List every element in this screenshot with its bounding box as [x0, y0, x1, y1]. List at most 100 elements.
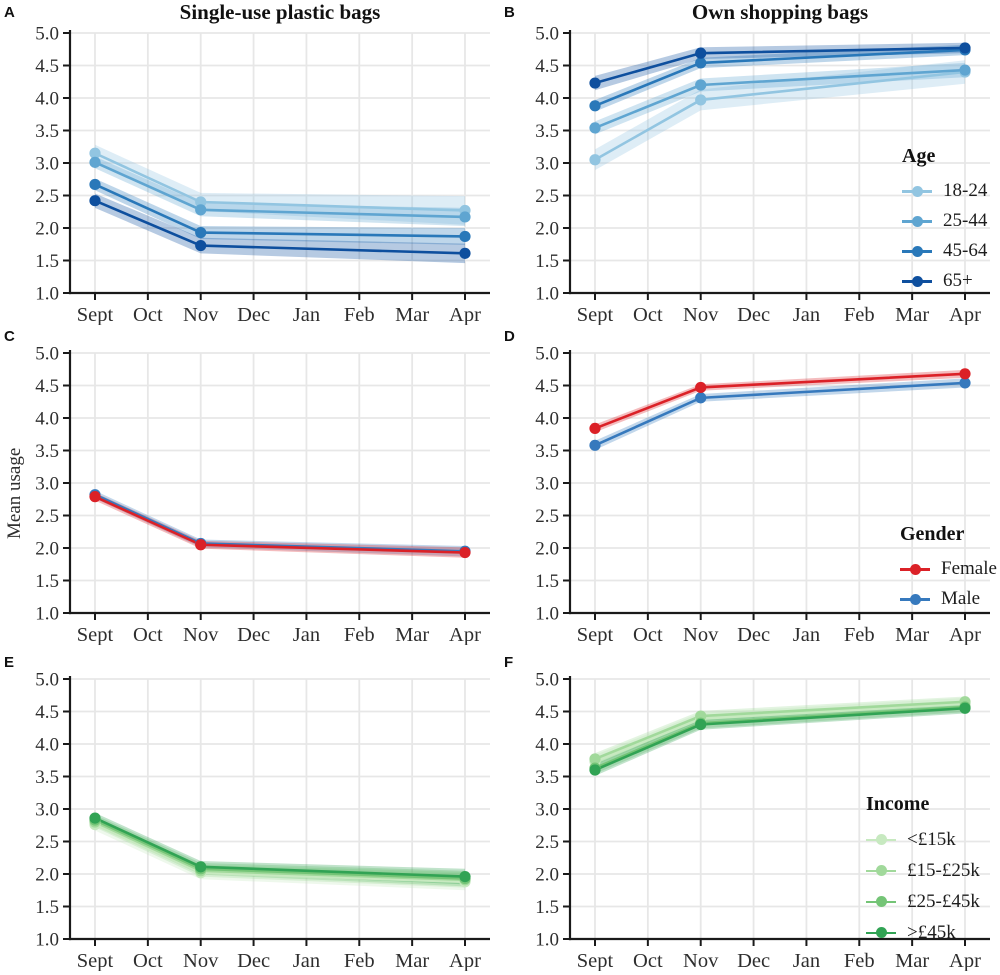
- y-tick-label: 3.0: [535, 800, 559, 821]
- plot-d: 1.0 1.5 2.0 2.5 3.0 3.5 4.0 4.5 5.0 Sept Oct Nov Dec…: [535, 344, 990, 645]
- x-tick-label: Oct: [133, 624, 163, 645]
- x-tick-label: Apr: [949, 304, 981, 325]
- y-tick-label: 5.0: [535, 670, 559, 691]
- y-tick-label: 3.0: [35, 800, 59, 821]
- plot-a: 1.0 1.5 2.0 2.5 3.0 3.5 4.0 4.5 5.0 Sept Oct Nov Dec…: [35, 24, 490, 325]
- data-point: [959, 702, 971, 714]
- legend-swatch-dot: [875, 927, 887, 938]
- data-point: [459, 230, 471, 243]
- x-tick-label: Dec: [737, 304, 770, 325]
- legend-swatch-dot: [875, 865, 887, 876]
- legend-label: 18-24: [943, 180, 988, 201]
- data-point: [459, 211, 471, 223]
- data-point: [695, 718, 707, 731]
- y-tick-label: 2.0: [35, 219, 59, 240]
- x-tick-label: Sept: [77, 624, 114, 645]
- legend-gender: Gender Female Male: [900, 522, 997, 614]
- legend-line-dot-swatch: [902, 215, 932, 227]
- y-tick-label: 4.5: [535, 702, 559, 723]
- panel-letter-a: A: [4, 4, 15, 21]
- y-tick-label: 5.0: [35, 24, 59, 45]
- legend-title-gender: Gender: [900, 523, 965, 545]
- y-tick-label: 3.5: [535, 441, 559, 462]
- data-point: [89, 178, 101, 191]
- y-tick-label: 5.0: [535, 24, 559, 45]
- x-tick-label: Jan: [793, 624, 820, 645]
- x-tick-label: Dec: [737, 950, 770, 971]
- y-tick-label: 4.5: [535, 56, 559, 77]
- y-tick-label: 3.5: [35, 767, 59, 788]
- ci-ribbon: [95, 178, 465, 245]
- x-tick-label: Dec: [237, 624, 270, 645]
- legend-line-dot-swatch: [900, 593, 930, 605]
- x-tick-label: Sept: [577, 624, 614, 645]
- data-point: [695, 381, 707, 394]
- x-tick-label: Mar: [395, 624, 429, 645]
- legend-line-dot-swatch: [900, 563, 930, 575]
- panel-d: D 1.0 1.5 2.0 2.5 3.0 3.5 4.0 4.5 5.0 Sept Oct Nov D…: [500, 320, 1000, 645]
- legend-label: Female: [941, 558, 997, 579]
- legend-line-dot-swatch: [866, 834, 896, 846]
- column-title-own-bags: Own shopping bags: [691, 0, 869, 24]
- x-tick-label: Nov: [683, 304, 719, 325]
- legend-label: >£45k: [907, 921, 956, 943]
- y-axis-title: Mean usage: [4, 447, 25, 539]
- plot-b: 1.0 1.5 2.0 2.5 3.0 3.5 4.0 4.5 5.0 Sept Oct Nov Dec…: [535, 24, 990, 325]
- ci-ribbon: [95, 814, 465, 887]
- x-tick-label: Nov: [683, 950, 719, 971]
- panel-letter-c: C: [4, 328, 15, 345]
- legend-swatch-dot: [909, 593, 921, 605]
- legend-items-gender: Female Male: [900, 554, 997, 614]
- y-tick-label: 5.0: [35, 670, 59, 691]
- y-tick-label: 4.5: [35, 56, 59, 77]
- legend-item: Male: [900, 584, 997, 614]
- panel-letter-e: E: [4, 654, 15, 671]
- y-tick-label: 3.5: [35, 441, 59, 462]
- y-tick-label: 1.0: [535, 930, 559, 951]
- data-point: [589, 77, 601, 89]
- panel-e: E 1.0 1.5 2.0 2.5 3.0 3.5 4.0 4.5 5.0 Sept Oct Nov D…: [0, 646, 500, 971]
- data-point: [459, 871, 471, 883]
- legend-label: £25-£45k: [907, 890, 980, 912]
- legend-item: £25-£45k: [866, 886, 980, 917]
- y-tick-label: 4.0: [35, 409, 59, 430]
- ci-ribbon: [595, 378, 965, 450]
- y-tick-label: 2.5: [35, 186, 59, 207]
- legend-item: 45-64: [902, 236, 987, 266]
- legend-line-dot-swatch: [902, 275, 932, 287]
- x-tick-label: Mar: [395, 304, 429, 325]
- panel-letter-f: F: [504, 654, 514, 671]
- y-tick-label: 3.5: [535, 767, 559, 788]
- data-point: [89, 195, 101, 207]
- y-tick-label: 3.5: [35, 121, 59, 142]
- y-tick-label: 2.0: [35, 865, 59, 886]
- x-tick-label: Nov: [183, 304, 219, 325]
- y-tick-label: 2.5: [535, 832, 559, 853]
- y-tick-label: 1.0: [35, 284, 59, 305]
- x-tick-label: Oct: [633, 304, 663, 325]
- data-point: [695, 47, 707, 59]
- x-tick-label: Jan: [293, 950, 320, 971]
- legend-item: 25-44: [902, 206, 987, 236]
- series-line: [594, 381, 966, 447]
- x-tick-label: Feb: [844, 624, 875, 645]
- legend-label: 65+: [943, 270, 973, 291]
- panel-a: A Single-use plastic bags 1.0 1.5 2.0 2.5 3.…: [0, 0, 500, 325]
- legend-swatch-dot: [911, 275, 923, 287]
- panel-letter-d: D: [504, 328, 515, 345]
- x-tick-label: Mar: [895, 950, 929, 971]
- legend-items-income: <£15k £15-£25k £25-£45k >£45k: [866, 824, 980, 948]
- data-point: [89, 812, 101, 824]
- y-tick-label: 1.5: [535, 571, 559, 592]
- x-tick-label: Dec: [737, 624, 770, 645]
- legend-items-age: 18-24 25-44 45-64 65+: [902, 176, 987, 296]
- x-tick-label: Jan: [793, 304, 820, 325]
- y-tick-label: 4.0: [35, 735, 59, 756]
- y-tick-label: 3.0: [35, 154, 59, 175]
- x-tick-label: Feb: [844, 950, 875, 971]
- ci-ribbon: [95, 816, 465, 888]
- legend-title-age: Age: [902, 145, 936, 167]
- legend-item: Female: [900, 554, 997, 584]
- x-tick-label: Feb: [844, 304, 875, 325]
- y-tick-label: 2.0: [535, 865, 559, 886]
